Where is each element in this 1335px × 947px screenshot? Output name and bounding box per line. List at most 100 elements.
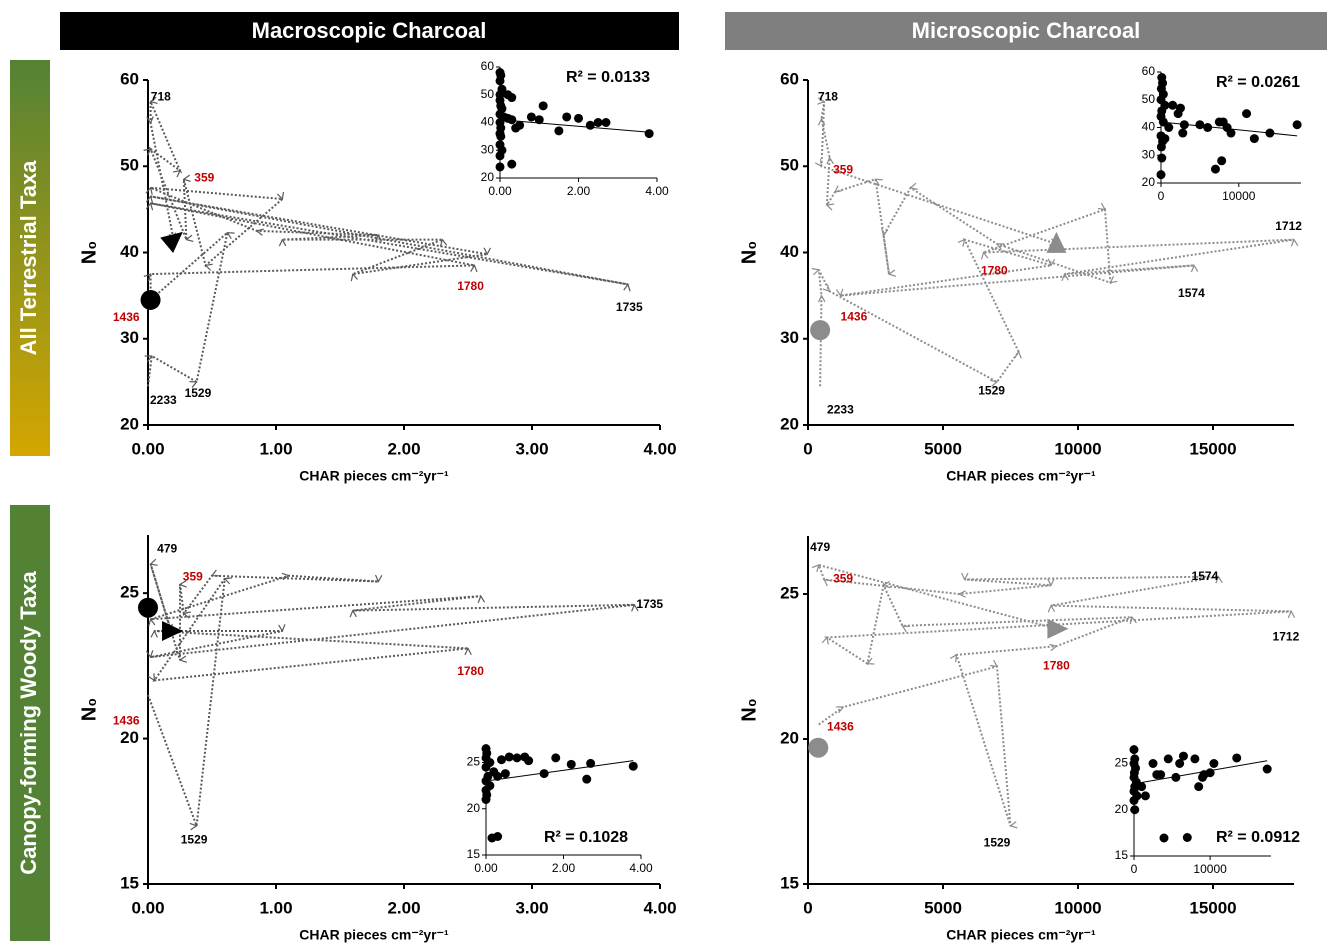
inset-x-tick-label: 4.00 (629, 861, 653, 875)
inset-point (507, 93, 517, 103)
x-tick-label: 0 (803, 898, 812, 917)
year-label: 1574 (1178, 286, 1205, 300)
inset-y-tick-label: 20 (481, 170, 495, 184)
x-tick-label: 1.00 (259, 439, 292, 458)
y-tick-label: 50 (120, 156, 139, 175)
inset-point (481, 795, 491, 804)
x-tick-label: 5000 (924, 898, 962, 917)
inset-point (601, 118, 611, 127)
trend-line (485, 760, 634, 782)
inset-x-tick-label: 0 (1158, 189, 1165, 203)
year-label: 1735 (616, 300, 643, 314)
inset-y-tick-label: 40 (1142, 120, 1156, 134)
inset-y-tick-label: 50 (481, 87, 495, 101)
inset-point (539, 769, 549, 779)
legend-dot (1159, 833, 1169, 843)
inset-point (1175, 759, 1185, 768)
inset-point (1194, 782, 1204, 792)
inset-point (1157, 153, 1167, 163)
inset-x-tick-label: 0 (1131, 862, 1138, 876)
y-tick-label: 20 (780, 414, 799, 433)
column-header-bg (60, 12, 679, 50)
inset-point (562, 112, 572, 122)
inset-point (538, 101, 548, 111)
year-label: 718 (818, 89, 838, 103)
inset-point (481, 762, 491, 772)
inset-x-tick-label: 0.00 (488, 184, 512, 198)
inset-point (1242, 109, 1252, 119)
inset-x-tick-label: 4.00 (645, 184, 669, 198)
x-tick-label: 3.00 (515, 439, 548, 458)
year-label: 479 (157, 542, 177, 556)
x-tick-label: 15000 (1189, 898, 1236, 917)
inset-y-tick-label: 25 (1115, 756, 1129, 770)
y-axis-title: N₀ (738, 698, 760, 721)
inset-y-tick-label: 60 (481, 59, 495, 73)
year-label: 1735 (636, 597, 663, 611)
row-header: Canopy-forming Woody Taxa (16, 570, 41, 874)
x-tick-label: 4.00 (643, 898, 676, 917)
trajectory (148, 564, 634, 826)
inset-point (585, 120, 595, 130)
trend-line (1160, 121, 1298, 137)
year-label: 1436 (841, 309, 868, 323)
x-tick-label: 3.00 (515, 898, 548, 917)
inset-point (1130, 805, 1140, 815)
start-marker (140, 289, 161, 310)
x-tick-label: 0.00 (131, 898, 164, 917)
inset-point (1262, 764, 1272, 774)
inset-point (495, 162, 505, 172)
inset-point (1164, 123, 1174, 132)
year-label: 1529 (984, 836, 1011, 850)
inset-y-tick-label: 25 (467, 755, 481, 769)
inset-point (574, 113, 583, 123)
y-axis-title: N₀ (738, 241, 760, 264)
inset-x-tick-label: 10000 (1222, 189, 1256, 203)
x-tick-label: 2.00 (387, 898, 420, 917)
x-tick-label: 0.00 (131, 439, 164, 458)
inset-y-tick-label: 20 (1142, 175, 1156, 189)
year-label: 1436 (827, 720, 854, 734)
inset-point (1148, 759, 1158, 768)
inset-point (644, 129, 654, 139)
year-label: 359 (833, 572, 853, 586)
x-tick-label: 4.00 (643, 439, 676, 458)
year-label: 1529 (185, 386, 212, 400)
column-header: Microscopic Charcoal (912, 18, 1141, 43)
inset-point (1168, 100, 1178, 110)
inset-y-tick-label: 20 (467, 801, 481, 815)
inset-point (497, 755, 506, 765)
start-marker (808, 737, 829, 758)
y-tick-label: 60 (780, 69, 799, 88)
year-label: 359 (183, 569, 203, 583)
inset-x-tick-label: 10000 (1193, 862, 1227, 876)
inset-point (1292, 120, 1302, 130)
inset-point (1156, 142, 1166, 152)
x-tick-label: 10000 (1054, 898, 1101, 917)
inset-point (1156, 770, 1166, 780)
x-tick-label: 15000 (1189, 439, 1236, 458)
inset-x-tick-label: 2.00 (552, 861, 576, 875)
year-label: 1712 (1275, 219, 1302, 233)
inset-x-tick-label: 0.00 (474, 861, 498, 875)
y-tick-label: 50 (780, 156, 799, 175)
inset-point (495, 151, 505, 161)
inset-point (512, 753, 522, 763)
year-label: 1780 (981, 264, 1008, 278)
inset-point (1217, 156, 1227, 166)
inset-point (1210, 164, 1220, 174)
inset-point (1163, 754, 1173, 764)
year-label: 359 (194, 170, 214, 184)
y-tick-label: 40 (120, 242, 139, 261)
y-tick-label: 40 (780, 242, 799, 261)
x-tick-label: 5000 (924, 439, 962, 458)
y-tick-label: 30 (780, 328, 799, 347)
x-axis-title: CHAR pieces cm⁻²yr⁻¹ (946, 468, 1096, 484)
year-label: 1780 (457, 664, 484, 678)
x-axis-title: CHAR pieces cm⁻²yr⁻¹ (299, 468, 449, 484)
x-tick-label: 1.00 (259, 898, 292, 917)
year-label: 1780 (1043, 659, 1070, 673)
x-tick-label: 10000 (1054, 439, 1101, 458)
inset-point (566, 759, 576, 769)
y-tick-label: 15 (780, 873, 799, 892)
